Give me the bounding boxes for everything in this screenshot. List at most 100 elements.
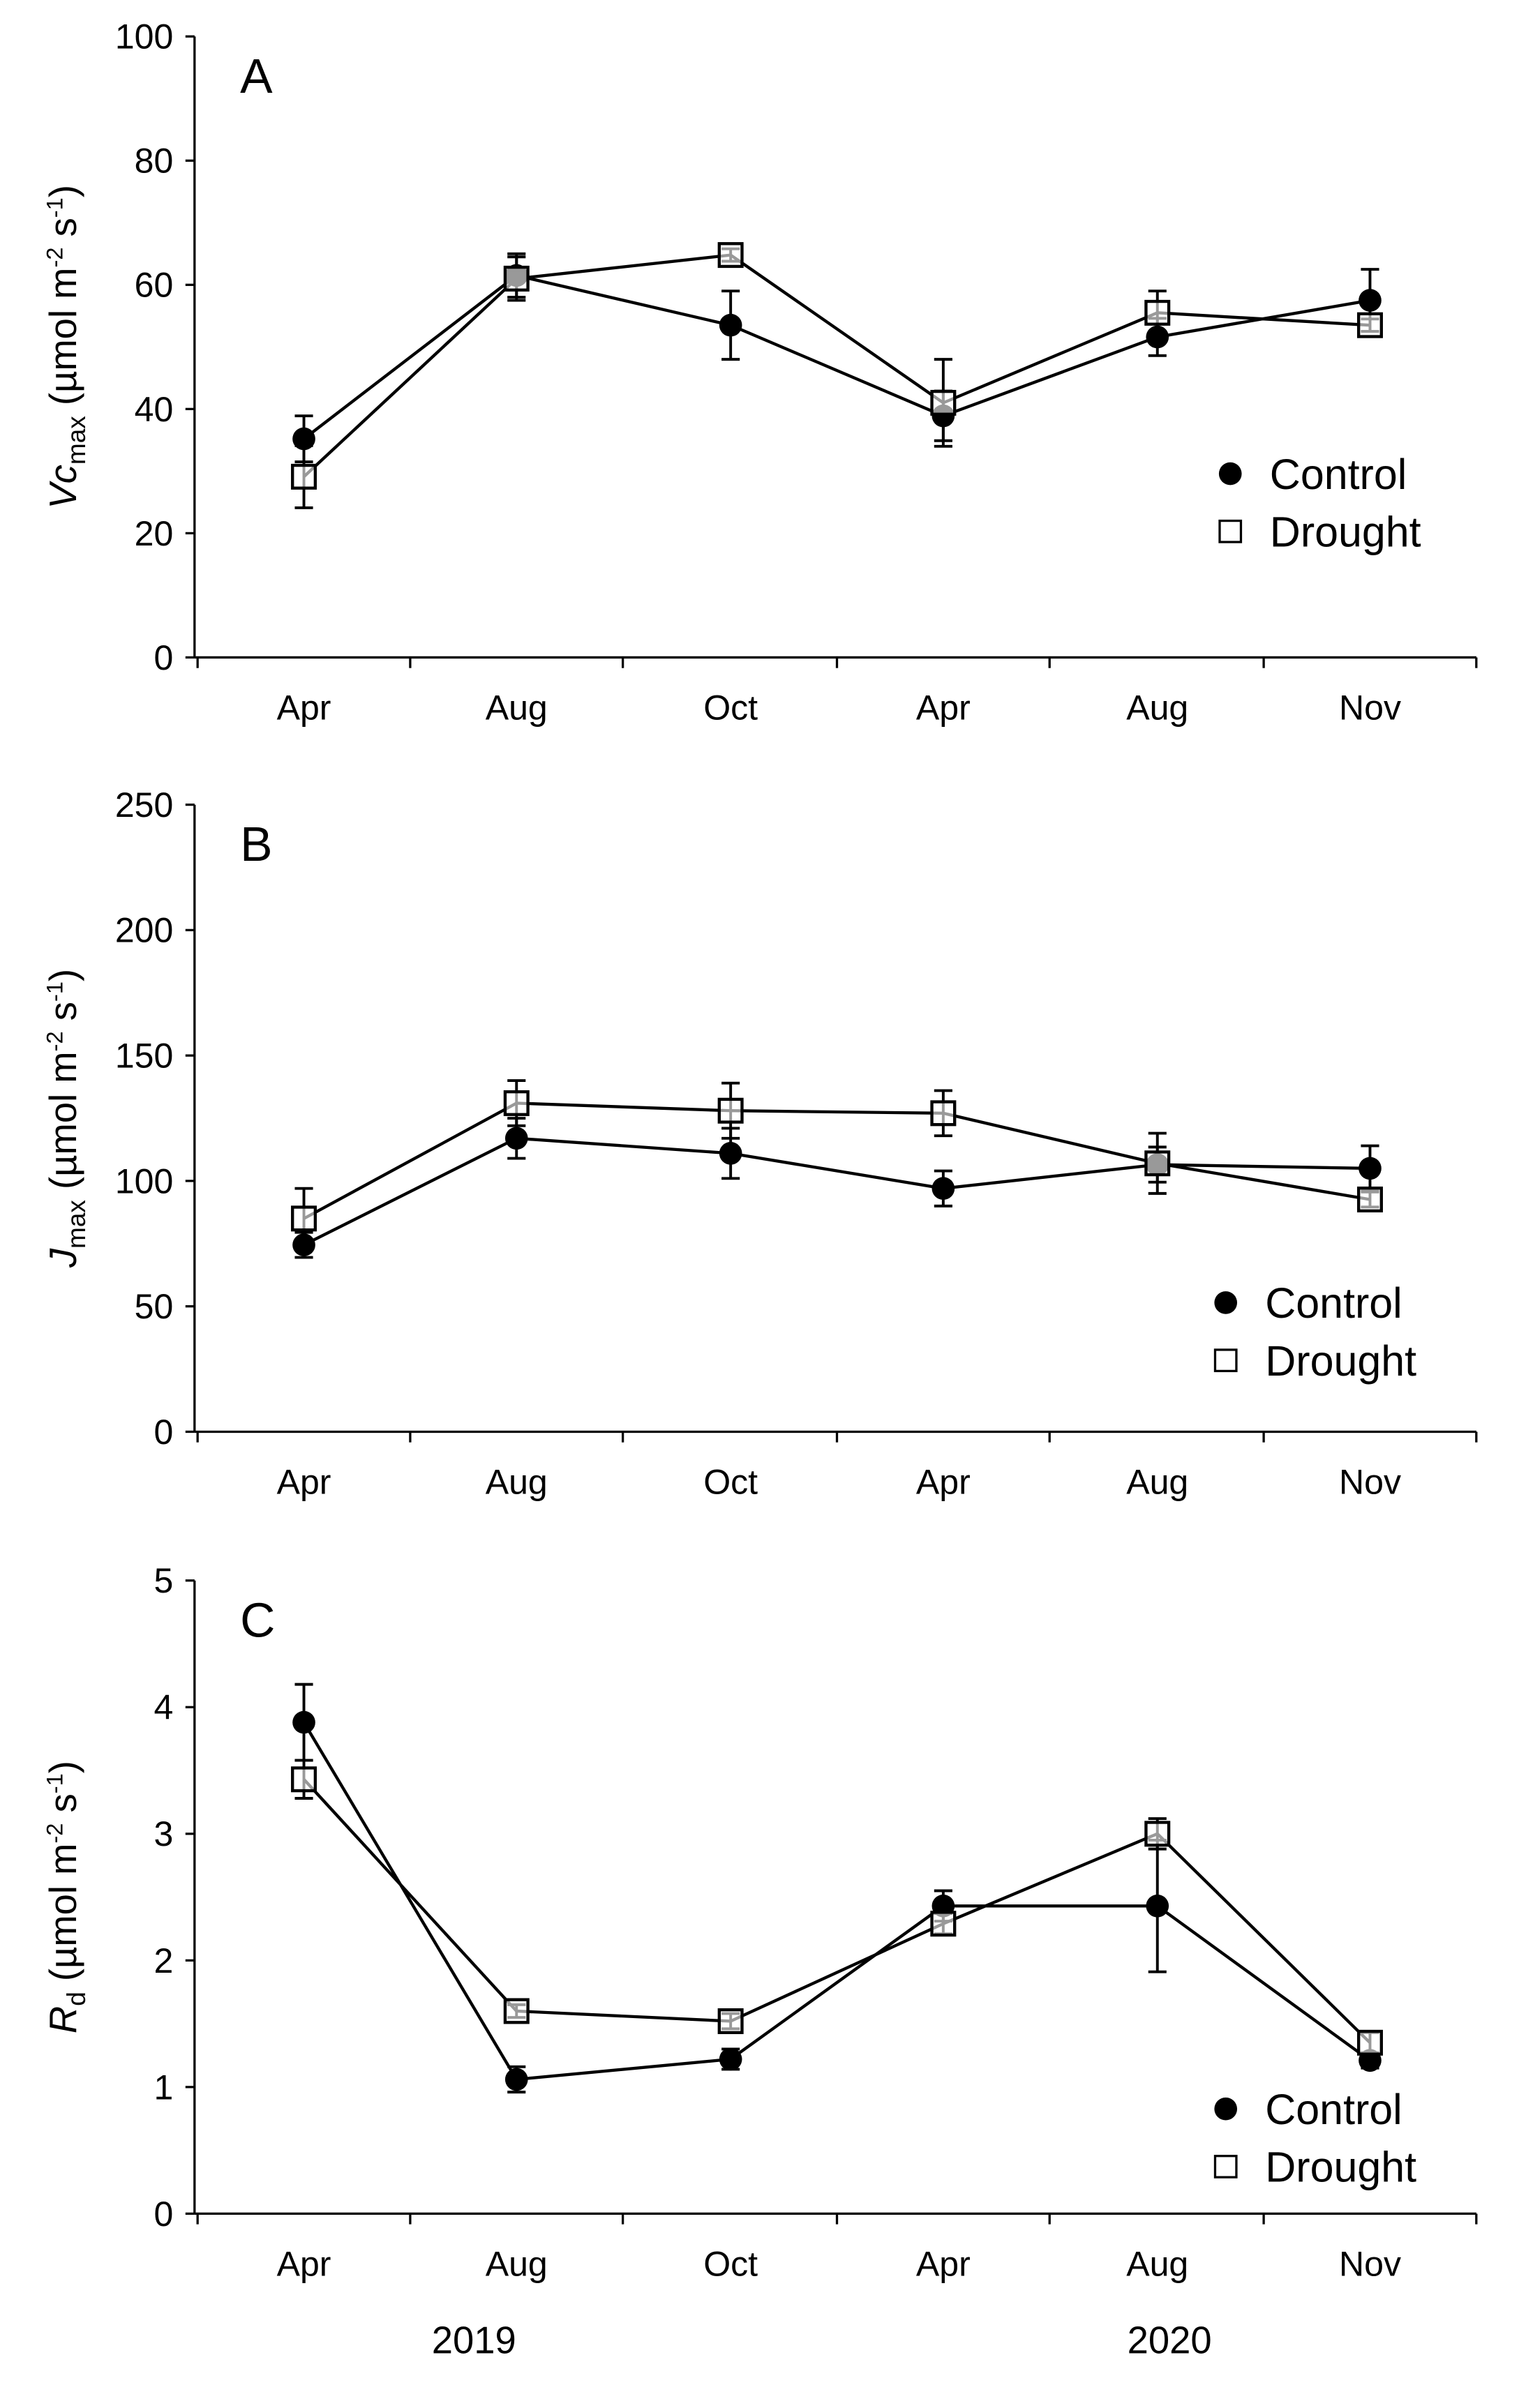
y-tick-label: 1 (154, 2068, 174, 2107)
series-control (292, 1683, 1382, 2094)
y-axis-label-part: -1 (41, 981, 67, 1002)
data-point (1146, 325, 1169, 349)
y-tick-label: 40 (135, 390, 174, 429)
y-axis-label-part: (µmol m (42, 1051, 84, 1200)
x-tick-label: Aug (1126, 2245, 1188, 2284)
series-line (303, 253, 1370, 478)
panel-c: 0 1 2 3 4 5 Apr Aug Oct Apr Aug Nov C Rd (µmol m-2 s-… (41, 1561, 1478, 2362)
series-drought (291, 1079, 1383, 1250)
x-tick-label: Nov (1339, 1463, 1401, 1502)
y-tick-label: 50 (135, 1287, 174, 1326)
legend-marker (1218, 462, 1242, 486)
data-point (504, 2068, 528, 2091)
y-axis-label-part: d (62, 1992, 91, 2006)
x-tick-label: Apr (277, 688, 331, 728)
legend-marker (1213, 1348, 1238, 1373)
y-axis-label-part: ) (42, 969, 84, 981)
x-tick-label: Oct (703, 2245, 758, 2284)
x-tick-label: Apr (277, 1463, 331, 1502)
y-tick-label: 0 (154, 1413, 174, 1452)
series-line (302, 1778, 1371, 2044)
year-label: 2019 (432, 2319, 516, 2362)
y-tick-label: 4 (154, 1688, 174, 1727)
legend-label: Control (1270, 451, 1407, 498)
series-line (302, 1721, 1371, 2082)
y-axis-label-part: J (42, 1248, 84, 1268)
y-axis-label-part: -1 (41, 1773, 67, 1793)
x-tick-label: Apr (916, 2245, 971, 2284)
series-line (303, 1101, 1370, 1220)
data-point (1359, 289, 1382, 312)
y-tick-label: 20 (135, 514, 174, 553)
x-tick-label: Apr (916, 688, 971, 728)
legend-label: Control (1265, 2086, 1402, 2133)
year-label: 2020 (1128, 2319, 1212, 2362)
series-drought (291, 242, 1383, 509)
y-axis-label-part: -2 (41, 1031, 67, 1051)
y-tick-label: 3 (154, 1814, 174, 1853)
data-point (719, 1142, 742, 1165)
x-tick-label: Apr (277, 2245, 331, 2284)
data-point (1356, 312, 1383, 338)
y-axis-label-part: max (62, 416, 91, 465)
y-tick-label: 0 (154, 2195, 174, 2234)
data-point (930, 1911, 957, 1937)
data-point (717, 242, 744, 269)
data-point (291, 463, 317, 490)
y-tick-label: 100 (115, 17, 174, 57)
x-tick-label: Apr (916, 1463, 971, 1502)
x-tick-label: Aug (486, 688, 548, 728)
panel-label: A (240, 49, 273, 103)
y-tick-label: 250 (115, 785, 174, 825)
data-point (1356, 2029, 1383, 2056)
y-axis-label: Rd (µmol m-2 s-1) (41, 1761, 91, 2033)
legend-label: Control (1265, 1279, 1402, 1327)
y-axis-label-part: s (42, 1793, 84, 1823)
y-axis-label-part: (µmol m (42, 1844, 84, 1992)
y-tick-label: 150 (115, 1037, 174, 1076)
y-axis-label-part: s (42, 1002, 84, 1031)
y-axis-label-part: max (62, 1200, 91, 1249)
data-point (1356, 1187, 1383, 1213)
panel-a: 0 20 40 60 80 100 Apr Aug Oct Apr Aug Nov A Vcmax (µm… (41, 17, 1478, 728)
data-point (503, 1998, 530, 2024)
data-point (1144, 1821, 1171, 1847)
data-point (719, 313, 742, 337)
data-point (504, 1127, 528, 1150)
y-axis-label-part: -2 (41, 1823, 67, 1844)
panel-label: B (240, 817, 272, 871)
x-tick-label: Nov (1339, 2245, 1401, 2284)
data-point (291, 1766, 317, 1793)
series-drought (291, 1759, 1383, 2056)
y-tick-label: 200 (115, 911, 174, 950)
panel-label: C (240, 1593, 275, 1647)
y-tick-label: 5 (154, 1561, 174, 1600)
y-axis-label: Jmax (µmol m-2 s-1) (41, 969, 91, 1268)
legend-marker (1214, 1291, 1238, 1314)
y-tick-label: 60 (135, 266, 174, 305)
data-point (1144, 299, 1171, 326)
series-line (303, 273, 1370, 440)
legend-marker (1214, 2097, 1238, 2121)
x-tick-label: Aug (1126, 688, 1188, 728)
x-tick-label: Oct (703, 688, 758, 728)
data-point (930, 389, 957, 416)
series-line (303, 1136, 1370, 1247)
legend-marker (1218, 519, 1243, 543)
data-point (1144, 1150, 1171, 1177)
y-axis-label-part: Vc (42, 465, 84, 509)
data-point (1359, 1157, 1382, 1180)
legend-marker (1213, 2155, 1238, 2179)
y-tick-label: 100 (115, 1161, 174, 1201)
y-tick-label: 2 (154, 1941, 174, 1980)
legend-label: Drought (1270, 509, 1421, 556)
x-tick-label: Oct (703, 1463, 758, 1502)
panel-b: 0 50 100 150 200 250 Apr Aug Oct Apr Aug Nov B Jmax (… (41, 785, 1478, 1502)
y-axis-label-part: -1 (41, 197, 67, 218)
y-tick-label: 0 (154, 638, 174, 677)
y-axis-label-part: -2 (41, 248, 67, 268)
y-axis-label-part: (µmol m (42, 268, 84, 416)
y-axis-label-part: ) (42, 1761, 84, 1773)
data-point (717, 2008, 744, 2034)
